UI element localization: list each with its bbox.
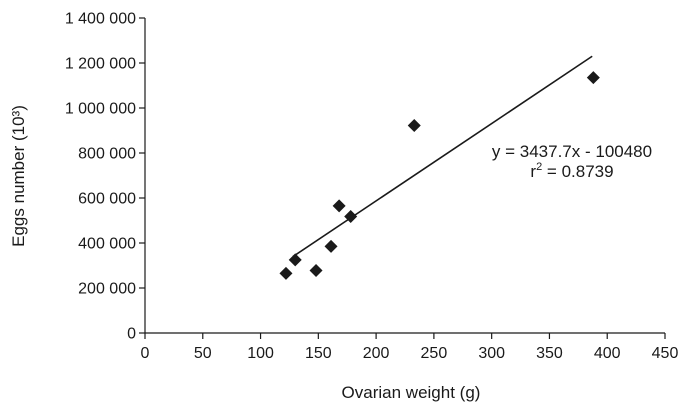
data-point [309, 263, 323, 277]
x-axis-title: Ovarian weight (g) [342, 383, 481, 402]
x-tick-label: 50 [194, 345, 212, 362]
y-tick-label: 0 [127, 326, 136, 343]
x-tick-label: 450 [652, 345, 679, 362]
y-axis: 0 200 000 400 000 600 000 800 000 1 000 000 1 … [65, 11, 146, 343]
trendline [292, 55, 593, 258]
x-tick-label: 350 [536, 345, 563, 362]
y-tick-label: 1 400 000 [65, 11, 136, 28]
r-squared-symbol: r [530, 162, 536, 181]
y-tick-label: 600 000 [78, 191, 136, 208]
x-tick-label: 0 [141, 345, 150, 362]
y-tick-label: 1 000 000 [65, 101, 136, 118]
y-tick-label: 200 000 [78, 281, 136, 298]
y-axis-title: Eggs number (10³) [9, 105, 28, 247]
data-point [279, 266, 293, 280]
x-tick-label: 400 [594, 345, 621, 362]
y-tick-label: 400 000 [78, 236, 136, 253]
y-tick-label: 1 200 000 [65, 56, 136, 73]
trendline-group [292, 55, 593, 258]
r-squared-label: r2 = 0.8739 [530, 161, 613, 181]
x-tick-label: 150 [305, 345, 332, 362]
data-point [288, 253, 302, 267]
data-point [324, 239, 338, 253]
data-points [279, 71, 600, 280]
x-tick-label: 300 [478, 345, 505, 362]
r-squared-exponent: 2 [536, 161, 542, 173]
x-tick-label: 200 [363, 345, 390, 362]
trendline-equation: y = 3437.7x - 100480 [492, 142, 652, 161]
data-point [332, 199, 346, 213]
data-point [586, 71, 600, 85]
x-axis: 0 50 100 150 200 250 300 350 400 450 [141, 332, 679, 362]
data-point [344, 209, 358, 223]
x-tick-label: 250 [421, 345, 448, 362]
x-tick-label: 100 [247, 345, 274, 362]
y-tick-label: 800 000 [78, 146, 136, 163]
data-point [407, 119, 421, 133]
r-squared-value: = 0.8739 [542, 162, 613, 181]
